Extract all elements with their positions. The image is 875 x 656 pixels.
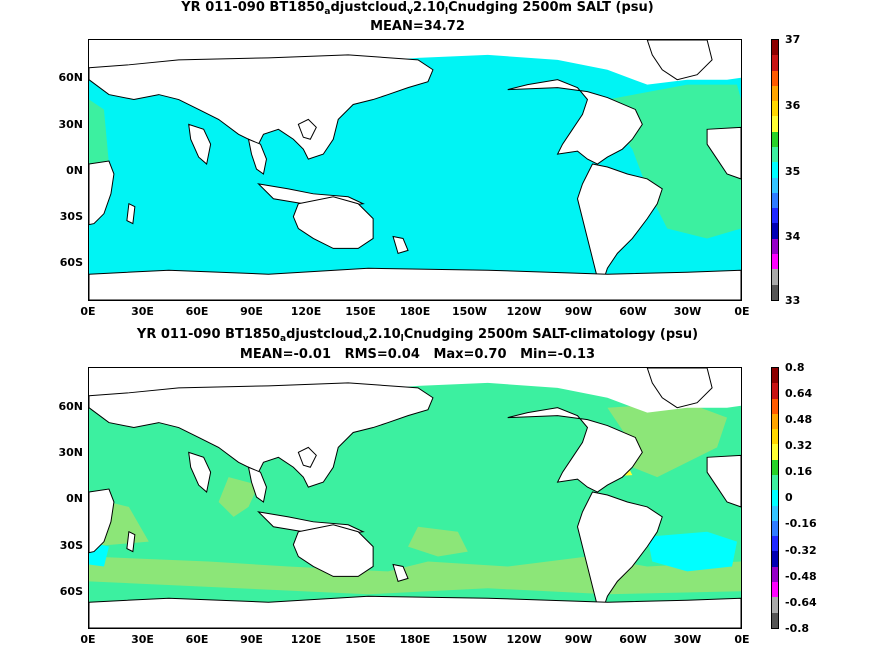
top-atlantic-salty-region [89,84,741,239]
top-xlabels-label: 60E [185,305,209,318]
top-cbar-segment [772,177,778,193]
bottom-xlabels-label: 30E [131,633,154,646]
top-xlabels-label: 90W [564,305,593,318]
top-cbar-segment [772,40,778,56]
bottom-xlabels-label: 90E [240,633,263,646]
bottom-cbar-segment [772,444,778,460]
bottom-xlabels-label: 60E [185,633,209,646]
top-xlabels-label: 120E [290,305,322,318]
top-colorbar [771,39,779,301]
bottom-cbar-label-neg0.48: -0.48 [785,570,817,583]
top-xlabels-label: 180E [399,305,431,318]
bottom-xlabels-label: 120W [506,633,542,646]
bottom-cbar-segment [772,459,778,475]
bottom-cbar-segment [772,597,778,613]
bottom-lat-0n: 0N [66,492,83,505]
top-cbar-segment [772,55,778,71]
bottom-xlabels-label: 30W [673,633,702,646]
bottom-cbar-segment [772,413,778,430]
top-cbar-segment [772,101,778,117]
top-cbar-label-36: 36 [785,99,801,112]
top-map-svg [89,40,741,300]
bottom-cbar-segment [772,368,778,384]
top-cbar-segment [772,208,778,224]
top-lat-30n: 30N [58,118,83,131]
bottom-cbar-label-0.48: 0.48 [785,413,813,426]
top-cbar-segment [772,253,778,270]
bottom-map-svg [89,368,741,628]
bottom-subtitle: MEAN=-0.01 RMS=0.04 Max=0.70 Min=-0.13 [239,347,596,362]
bottom-cbar-segment [772,581,778,598]
bottom-lat-60n: 60N [58,400,83,413]
bottom-xlabels-label: 150E [345,633,376,646]
top-subtitle: MEAN=34.72 [370,19,465,34]
bottom-cbar-segment [772,474,778,491]
top-xlabels-label: 30E [131,305,154,318]
bottom-title: YR 011-090 BT1850adjustcloudv2.10lCnudgi… [136,327,699,344]
bottom-cbar-label-0.16: 0.16 [785,465,813,478]
top-cbar-label-34: 34 [785,230,801,243]
top-cbar-label-35: 35 [785,165,801,178]
bottom-cbar-segment [772,429,778,445]
top-xlabels-label: 0E [80,305,96,318]
bottom-cbar-segment [772,398,778,414]
bottom-cbar-label-neg0.8: -0.8 [785,622,810,635]
bottom-cbar-label-neg0.16: -0.16 [785,517,817,530]
top-xlabels-label: 120W [506,305,542,318]
bottom-cbar-label-neg0.32: -0.32 [785,544,817,557]
bottom-xlabels-label: 180E [399,633,431,646]
bottom-colorbar [771,367,779,629]
top-cbar-segment [772,116,778,132]
bottom-xlabels-label: 0E [80,633,96,646]
bottom-cbar-label-0.64: 0.64 [785,387,813,400]
top-cbar-segment [772,131,778,147]
bottom-cbar-label-0.8: 0.8 [785,361,805,374]
bottom-lat-30s: 30S [59,539,83,552]
bottom-xlabels-label: 150W [451,633,488,646]
bottom-map [88,367,742,629]
bottom-cbar-segment [772,490,778,506]
bottom-cbar-segment [772,520,778,537]
top-cbar-segment [772,284,778,300]
top-xlabels-label: 30W [673,305,702,318]
bottom-cbar-segment [772,383,778,399]
top-cbar-segment [772,85,778,102]
bottom-cbar-label-0: 0 [785,491,793,504]
top-lat-60s: 60S [59,256,83,269]
bottom-cbar-segment [772,505,778,521]
top-xlabels-label: 150E [345,305,376,318]
top-xlabels-label: 0E [734,305,750,318]
bottom-xlabels-label: 0E [734,633,750,646]
top-cbar-segment [772,146,778,163]
bottom-xlabels-label: 60W [619,633,647,646]
top-xlabels-label: 60W [619,305,647,318]
top-lat-0n: 0N [66,164,83,177]
bottom-cbar-label-0.32: 0.32 [785,439,813,452]
bottom-cbar-segment [772,612,778,628]
bottom-lat-30n: 30N [58,446,83,459]
bottom-xlabels-label: 90W [564,633,593,646]
top-lat-60n: 60N [58,71,83,84]
top-cbar-label-37: 37 [785,33,801,46]
top-cbar-label-33: 33 [785,294,801,307]
top-cbar-segment [772,192,778,209]
bottom-cbar-segment [772,566,778,582]
top-cbar-segment [772,238,778,254]
top-title: YR 011-090 BT1850adjustcloudv2.10lCnudgi… [181,0,654,17]
bottom-anomaly-patches [89,402,741,595]
top-xlabels-label: 90E [240,305,263,318]
top-map [88,39,742,301]
top-cbar-segment [772,162,778,178]
top-xlabels-label: 150W [451,305,488,318]
top-cbar-segment [772,269,778,285]
bottom-xlabels-label: 120E [290,633,322,646]
top-lat-30s: 30S [59,210,83,223]
top-cbar-segment [772,223,778,239]
bottom-cbar-label-neg0.64: -0.64 [785,596,817,609]
top-cbar-segment [772,70,778,86]
bottom-cbar-segment [772,551,778,567]
bottom-lat-60s: 60S [59,585,83,598]
bottom-cbar-segment [772,536,778,552]
